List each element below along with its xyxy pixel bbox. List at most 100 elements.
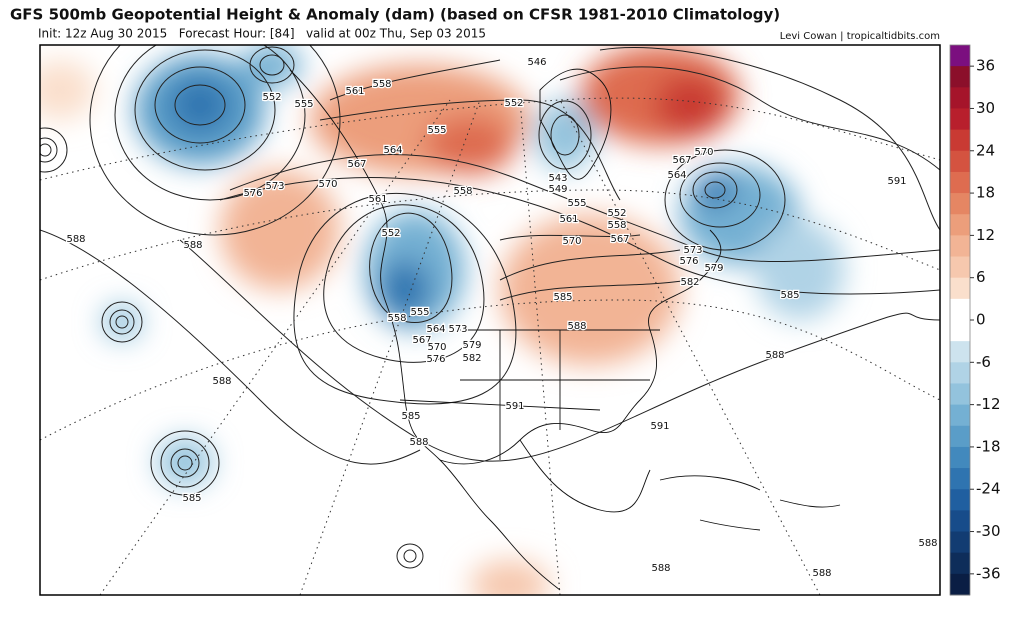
contour-label: 561 xyxy=(559,214,578,225)
colorbar-tick-label: 18 xyxy=(976,184,995,202)
contour-label: 543 xyxy=(548,173,567,184)
colorbar-bin xyxy=(950,362,970,384)
anomaly xyxy=(40,60,95,120)
contour-label: 582 xyxy=(462,353,481,364)
contour-label: 558 xyxy=(372,79,391,90)
contour-label: 588 xyxy=(812,568,831,579)
contour-label: 573 xyxy=(683,245,702,256)
anomaly xyxy=(425,115,515,175)
colorbar-bin xyxy=(950,87,970,109)
contour-label: 573 xyxy=(448,324,467,335)
contour-label: 567 xyxy=(672,155,691,166)
contour-label: 585 xyxy=(780,290,799,301)
subtitle: Init: 12z Aug 30 2015 Forecast Hour: [84… xyxy=(38,27,486,41)
colorbar-bin xyxy=(950,235,970,258)
contour-label: 555 xyxy=(427,125,446,136)
anomaly xyxy=(755,220,845,320)
contour-label: 564 xyxy=(383,145,402,156)
contour-label: 591 xyxy=(505,401,524,412)
contour-label: 570 xyxy=(562,236,581,247)
contour-label: 588 xyxy=(567,321,586,332)
colorbar-bin xyxy=(950,277,970,300)
contour-label: 588 xyxy=(918,538,937,549)
contour-label: 567 xyxy=(412,335,431,346)
title: GFS 500mb Geopotential Height & Anomaly … xyxy=(10,6,780,24)
contour-label: 582 xyxy=(680,277,699,288)
map: 5525555615585555645675705735765615585885… xyxy=(40,45,940,595)
anomaly xyxy=(380,260,430,320)
colorbar-tick-label: 0 xyxy=(976,311,986,329)
anomaly xyxy=(695,172,735,208)
colorbar-bin xyxy=(950,66,970,88)
colorbar-tick-label: -30 xyxy=(976,522,1001,540)
colorbar-tick-label: 12 xyxy=(976,226,995,244)
contour-labels: 5525555615585555645675705735765615585885… xyxy=(65,56,939,581)
contour-label: 579 xyxy=(462,340,481,351)
colorbar-bin xyxy=(950,45,970,67)
colorbar-bin xyxy=(950,552,970,575)
colorbar-bin xyxy=(950,298,970,321)
contour-label: 561 xyxy=(345,86,364,97)
contour-label: 588 xyxy=(765,350,784,361)
anomaly xyxy=(535,100,595,170)
contour-label: 552 xyxy=(504,98,523,109)
contour-label: 561 xyxy=(368,194,387,205)
colorbar-bin xyxy=(950,193,970,215)
contour-label: 552 xyxy=(607,208,626,219)
colorbar-bin xyxy=(950,468,970,490)
coastlines xyxy=(289,68,841,591)
contour-label: 576 xyxy=(243,188,262,199)
contour-label: 588 xyxy=(651,563,670,574)
contour-label: 564 xyxy=(426,324,445,335)
contour-label: 591 xyxy=(887,176,906,187)
contour-label: 546 xyxy=(527,57,546,68)
colorbar-bin xyxy=(950,341,970,363)
anomaly xyxy=(170,77,230,133)
contour-label: 558 xyxy=(387,313,406,324)
colorbar-tick-label: -12 xyxy=(976,395,1001,413)
contour-label: 567 xyxy=(347,159,366,170)
anomaly xyxy=(500,215,680,365)
colorbar-bin xyxy=(950,573,970,596)
contours xyxy=(40,45,940,569)
contour-label: 549 xyxy=(548,184,567,195)
contour-label: 558 xyxy=(607,220,626,231)
contour-label: 591 xyxy=(650,421,669,432)
contour-label: 555 xyxy=(410,307,429,318)
contour-label: 573 xyxy=(265,181,284,192)
colorbar-tick-label: 36 xyxy=(976,57,995,75)
colorbar-bin xyxy=(950,531,970,554)
colorbar-tick-label: 6 xyxy=(976,268,986,286)
contour-label: 576 xyxy=(426,354,445,365)
contour-label: 555 xyxy=(567,198,586,209)
contour-label: 585 xyxy=(182,493,201,504)
contour-label: 555 xyxy=(294,99,313,110)
anomaly xyxy=(220,170,340,290)
contour-label: 588 xyxy=(409,437,428,448)
contour-label: 588 xyxy=(183,240,202,251)
contour-label: 552 xyxy=(381,228,400,239)
contour-label: 579 xyxy=(704,263,723,274)
contour-label: 585 xyxy=(401,411,420,422)
anomaly xyxy=(157,438,213,486)
anomaly xyxy=(242,45,302,87)
colorbar-tick-label: -18 xyxy=(976,437,1001,455)
contour-label: 570 xyxy=(427,342,446,353)
colorbar-bin xyxy=(950,129,970,152)
colorbar-tick-label: -6 xyxy=(976,353,991,371)
colorbar-tick-label: 30 xyxy=(976,99,995,117)
contour-label: 570 xyxy=(694,147,713,158)
contour-label: 567 xyxy=(610,234,629,245)
contour-label: 588 xyxy=(66,234,85,245)
colorbar-bin xyxy=(950,510,970,533)
colorbar-bin xyxy=(950,214,970,236)
colorbar-tick-label: 24 xyxy=(976,141,995,159)
contour-label: 576 xyxy=(679,256,698,267)
colorbar-bin xyxy=(950,108,970,131)
contour-label: 585 xyxy=(553,292,572,303)
colorbar-bin xyxy=(950,489,970,511)
anomaly xyxy=(470,560,550,595)
contour-label: 564 xyxy=(667,170,686,181)
graticule xyxy=(40,97,940,595)
